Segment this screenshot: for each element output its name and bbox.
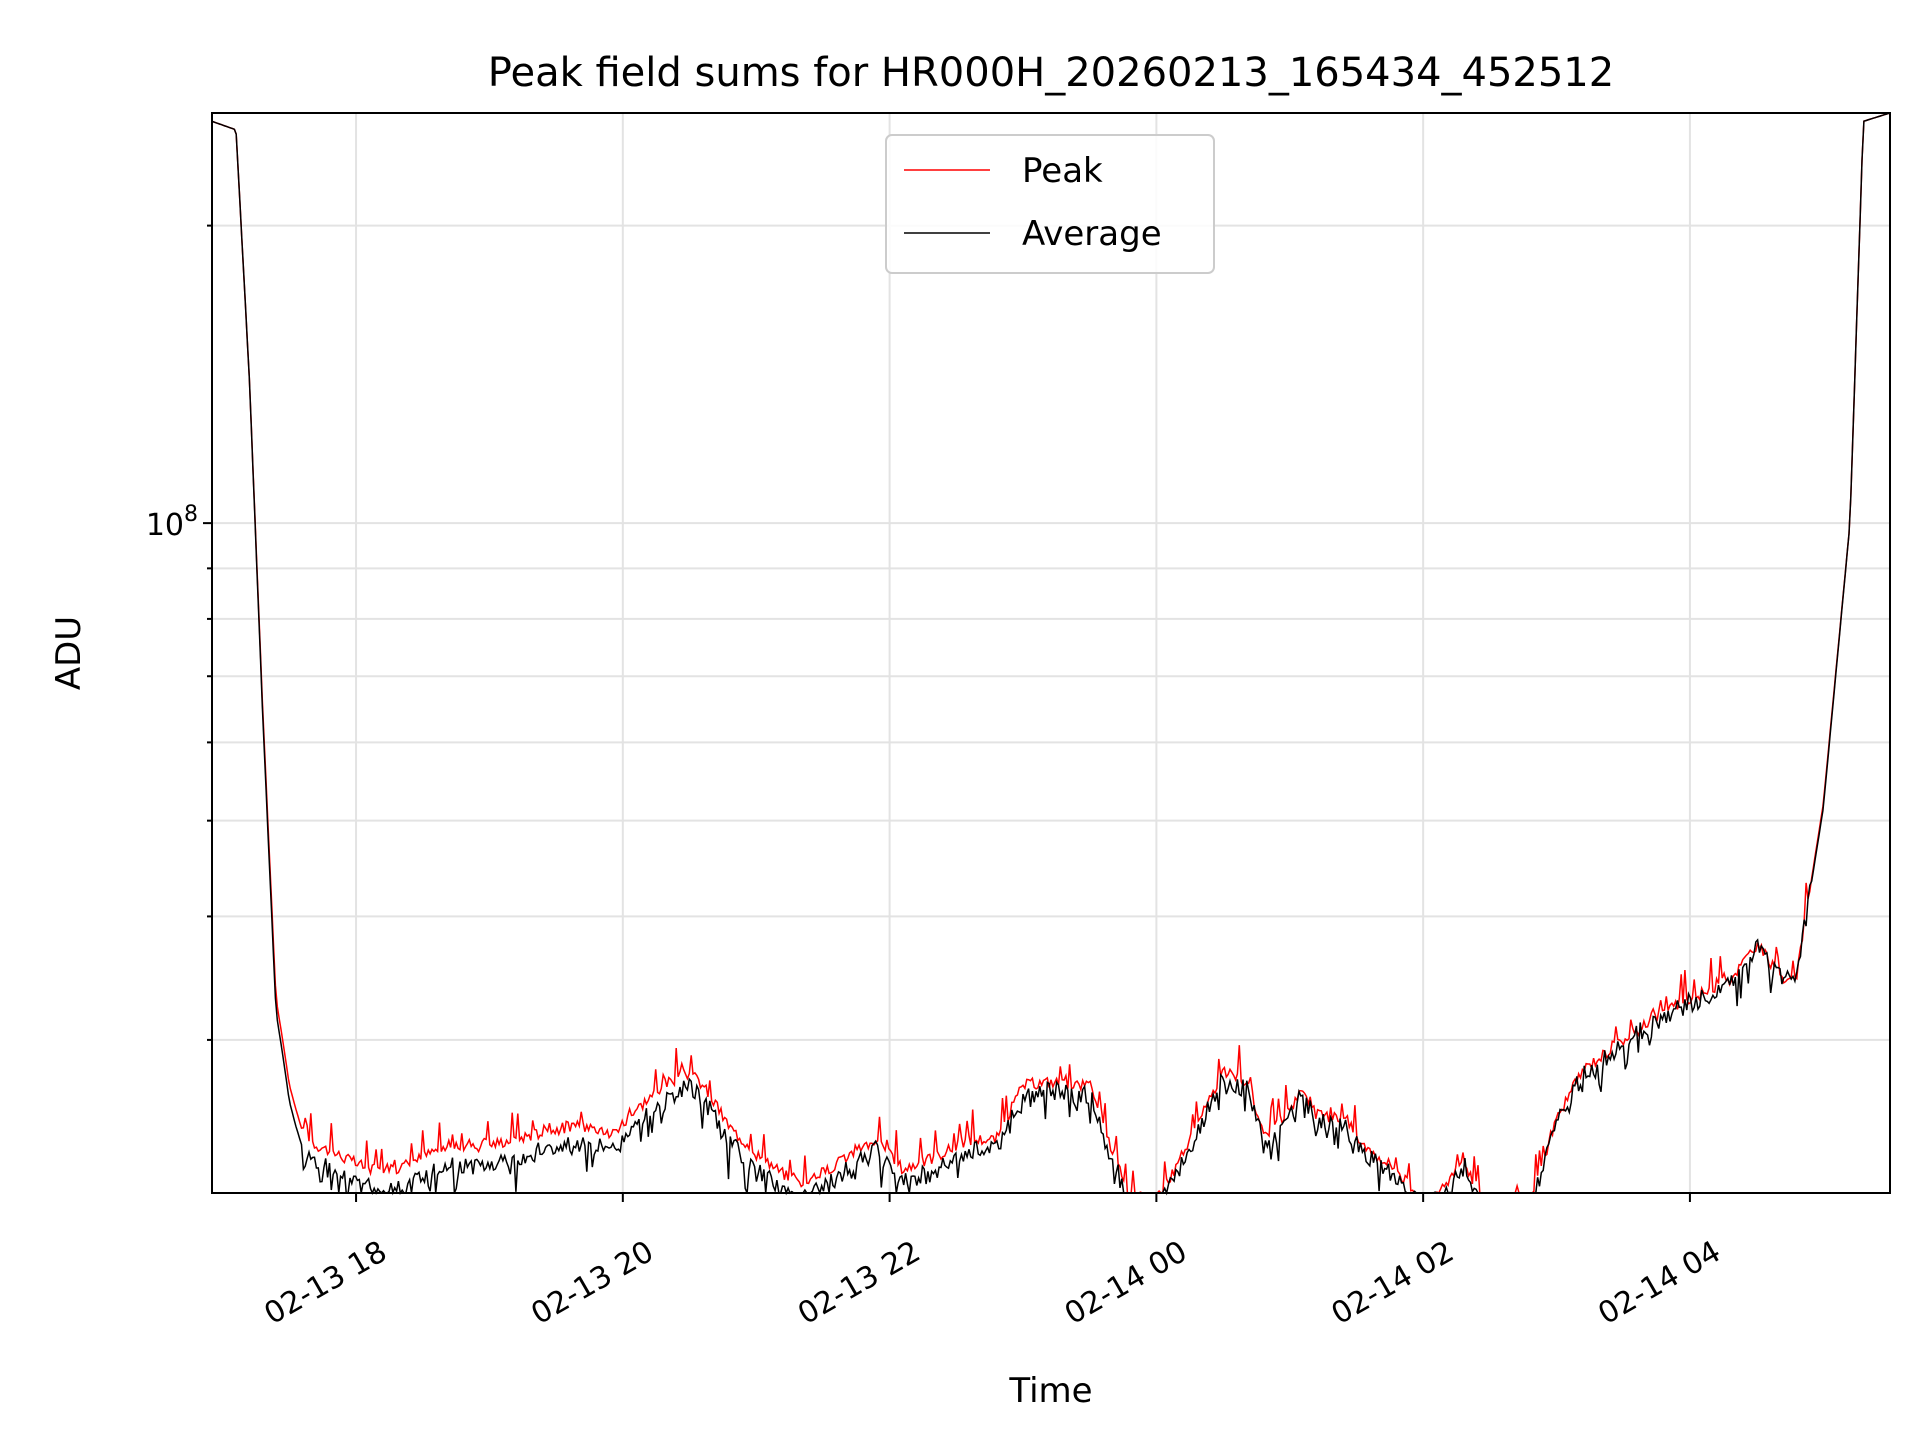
x-tick-label: 02-13 18 <box>259 1234 393 1332</box>
legend: Peak Average <box>885 134 1215 274</box>
legend-label-average: Average <box>1022 214 1162 254</box>
x-tick-label: 02-14 02 <box>1326 1234 1460 1332</box>
x-tick-label: 02-13 22 <box>792 1234 926 1332</box>
x-axis: 02-13 18 02-13 20 02-13 22 02-14 00 02-14 02… <box>259 1193 1727 1332</box>
grid <box>212 113 1890 1193</box>
x-tick-label: 02-14 00 <box>1059 1234 1193 1332</box>
y-tick-label: 108 <box>146 502 198 543</box>
y-axis: 108 <box>146 224 212 1041</box>
chart-title: Peak field sums for HR000H_20260213_1654… <box>488 50 1614 96</box>
plot-frame <box>211 112 1891 1194</box>
x-axis-label: Time <box>1008 1371 1092 1411</box>
series-line-peak <box>211 112 1891 1195</box>
x-tick-label: 02-14 04 <box>1592 1234 1726 1332</box>
y-axis-label: ADU <box>49 616 89 690</box>
legend-label-peak: Peak <box>1022 151 1103 191</box>
series-line-average <box>211 112 1891 1196</box>
series-layer <box>211 112 1891 1196</box>
x-tick-label: 02-13 20 <box>525 1234 659 1332</box>
